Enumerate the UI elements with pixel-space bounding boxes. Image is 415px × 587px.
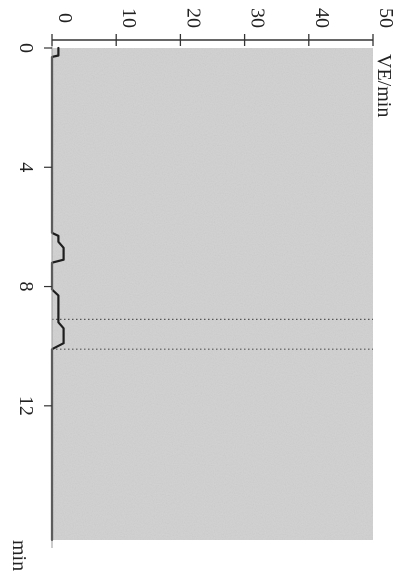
time-tick-label-3: 12 bbox=[15, 396, 37, 416]
axes bbox=[51, 39, 373, 548]
x-axis-label: min bbox=[8, 540, 30, 571]
ticks: 0 10 20 30 40 50 0 4 8 12 bbox=[15, 8, 397, 416]
axis-labels: VE/min min bbox=[8, 54, 395, 571]
value-tick-label-3: 30 bbox=[247, 8, 269, 28]
time-tick-label-2: 8 bbox=[15, 282, 37, 292]
y-axis-label: VE/min bbox=[373, 54, 395, 117]
value-tick-label-0: 0 bbox=[54, 13, 76, 23]
plot-background bbox=[52, 48, 373, 540]
time-tick-label-0: 0 bbox=[15, 43, 37, 53]
value-tick-label-4: 40 bbox=[311, 8, 333, 28]
value-tick-label-5: 50 bbox=[375, 8, 397, 28]
value-tick-label-2: 20 bbox=[182, 8, 204, 28]
value-tick-label-1: 10 bbox=[118, 8, 140, 28]
vertical-markers bbox=[52, 318, 373, 350]
time-tick-label-1: 4 bbox=[15, 162, 37, 172]
